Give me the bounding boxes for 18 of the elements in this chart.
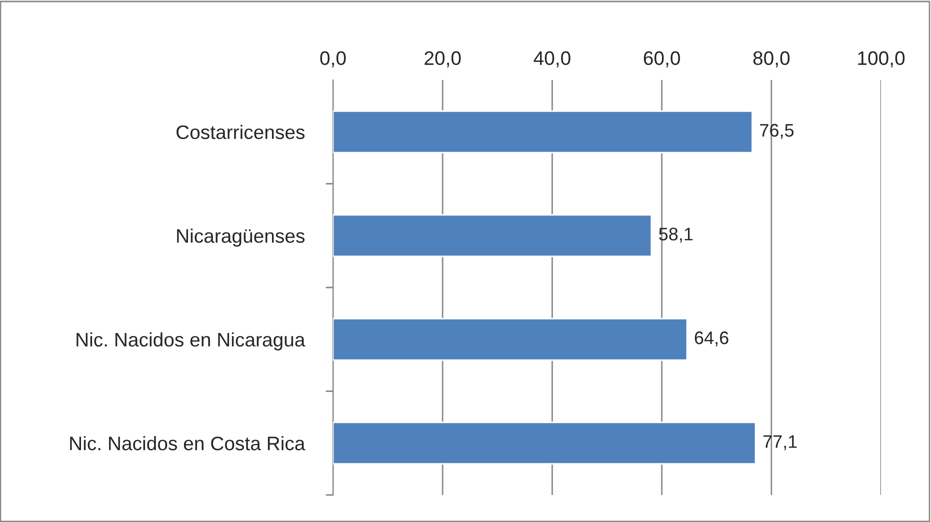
data-label: 76,5 <box>760 124 794 139</box>
y-tick-label: Costarricenses <box>176 124 305 140</box>
data-label: 58,1 <box>659 228 693 243</box>
bar <box>333 318 688 361</box>
y-tick-label: Nicaragüenses <box>177 228 305 247</box>
y-tick-label: Nic. Nacidos en Nicaragua <box>76 332 306 350</box>
x-tick-label: 20,0 <box>424 51 461 68</box>
bar <box>333 422 756 465</box>
data-label: 77,1 <box>763 435 797 450</box>
x-tick-label: 60,0 <box>644 51 680 68</box>
bar <box>333 214 652 258</box>
x-tick-label: 80,0 <box>753 51 790 68</box>
data-label: 64,6 <box>694 331 728 346</box>
x-tick-label: 0,0 <box>320 51 346 68</box>
x-tick-label: 40,0 <box>534 51 570 68</box>
bar <box>333 110 753 154</box>
y-tick-label: Nic. Nacidos en Costa Rica <box>70 436 306 450</box>
x-tick-label: 100,0 <box>858 51 905 68</box>
